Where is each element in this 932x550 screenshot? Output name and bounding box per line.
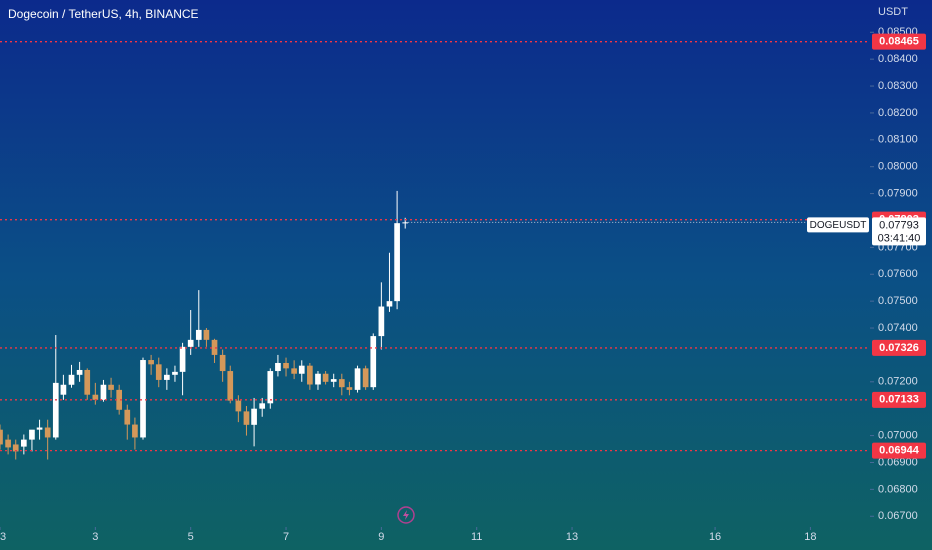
candle-body bbox=[20, 439, 27, 447]
candle-body bbox=[195, 329, 202, 340]
candle-body bbox=[275, 362, 281, 372]
x-tick-label: 23 bbox=[0, 531, 6, 543]
y-tick-label: 0.08400 bbox=[878, 53, 918, 65]
candle-body bbox=[298, 365, 305, 374]
candle-body bbox=[187, 339, 194, 347]
y-tick-label: 0.06900 bbox=[878, 456, 918, 468]
candle-body bbox=[148, 360, 154, 365]
candle-body bbox=[100, 384, 107, 400]
level-label: 0.07133 bbox=[879, 394, 919, 406]
last-price-box bbox=[872, 217, 926, 246]
candle-body bbox=[394, 223, 400, 302]
symbol-box bbox=[807, 217, 869, 233]
candle-body bbox=[307, 365, 313, 385]
x-tick-label: 7 bbox=[283, 531, 289, 543]
y-tick-label: 0.06800 bbox=[878, 483, 918, 495]
candle-body bbox=[92, 394, 99, 400]
y-tick-label: 0.07200 bbox=[878, 376, 918, 388]
candle-body bbox=[251, 408, 257, 425]
candle-body bbox=[235, 400, 242, 412]
candle-body bbox=[362, 368, 369, 388]
level-label-box bbox=[872, 339, 926, 356]
level-label-box bbox=[872, 391, 926, 408]
candle-body bbox=[36, 427, 43, 430]
x-tick-label: 9 bbox=[378, 531, 384, 543]
y-tick-label: 0.06700 bbox=[878, 510, 918, 522]
candle-body bbox=[60, 384, 67, 395]
candle-body bbox=[338, 379, 345, 388]
candle-body bbox=[386, 301, 393, 307]
candle-body bbox=[172, 371, 178, 375]
candle-body bbox=[283, 362, 289, 369]
candle-body bbox=[108, 384, 114, 390]
y-tick-label: 0.08000 bbox=[878, 161, 918, 173]
y-tick-label: 0.07400 bbox=[878, 322, 918, 334]
candle-body bbox=[243, 411, 250, 425]
candle-body bbox=[44, 427, 51, 438]
candle-body bbox=[29, 429, 35, 440]
level-label-box bbox=[872, 33, 926, 50]
x-tick-label: 16 bbox=[709, 531, 721, 543]
y-tick-label: 0.07500 bbox=[878, 295, 918, 307]
candle-body bbox=[164, 374, 170, 380]
level-label-box bbox=[872, 442, 926, 459]
candle-body bbox=[140, 360, 146, 438]
candle-body bbox=[155, 364, 162, 380]
candle-body bbox=[346, 387, 353, 390]
candle-body bbox=[227, 371, 234, 401]
candle-body bbox=[330, 379, 337, 382]
level-label: 0.08465 bbox=[879, 36, 919, 48]
y-tick-label: 0.08300 bbox=[878, 80, 918, 92]
candle-body bbox=[132, 424, 138, 438]
x-tick-label: 18 bbox=[804, 531, 816, 543]
chart-title: Dogecoin / TetherUS, 4h, BINANCE bbox=[8, 7, 199, 21]
candle-body bbox=[124, 409, 131, 425]
candle-body bbox=[179, 346, 186, 372]
candle-body bbox=[315, 373, 321, 385]
y-tick-label: 0.07900 bbox=[878, 187, 918, 199]
level-label: 0.06944 bbox=[879, 445, 920, 457]
x-tick-label: 3 bbox=[92, 531, 98, 543]
last-price-label: 0.07793 bbox=[879, 219, 919, 231]
candle-body bbox=[211, 339, 218, 355]
candle-body bbox=[219, 354, 226, 372]
axis-unit: USDT bbox=[878, 6, 908, 18]
candle-body bbox=[354, 368, 361, 390]
candle-body bbox=[259, 403, 266, 409]
countdown-label: 03:41:40 bbox=[878, 232, 921, 244]
candle-body bbox=[76, 369, 83, 375]
candle-body bbox=[291, 368, 297, 374]
candle-body bbox=[0, 429, 3, 445]
y-tick-label: 0.07000 bbox=[878, 429, 918, 441]
y-tick-label: 0.08100 bbox=[878, 134, 918, 146]
x-tick-label: 11 bbox=[471, 531, 482, 543]
candle-body bbox=[378, 306, 385, 337]
candle-body bbox=[203, 329, 210, 340]
candle-body bbox=[52, 382, 59, 438]
candle-body bbox=[370, 336, 377, 388]
x-tick-label: 13 bbox=[566, 531, 578, 543]
candle-body bbox=[267, 371, 274, 404]
symbol-label: DOGEUSDT bbox=[810, 220, 867, 231]
candle-body bbox=[68, 374, 75, 385]
candle-body bbox=[12, 444, 19, 452]
y-tick-label: 0.07600 bbox=[878, 268, 918, 280]
y-tick-label: 0.08200 bbox=[878, 107, 918, 119]
event-icon bbox=[397, 506, 415, 524]
candle-body bbox=[84, 369, 91, 395]
level-label: 0.07326 bbox=[879, 342, 919, 354]
x-tick-label: 5 bbox=[188, 531, 194, 543]
candle-body bbox=[322, 373, 329, 382]
candle-body bbox=[5, 439, 11, 448]
candle-body bbox=[116, 389, 123, 410]
